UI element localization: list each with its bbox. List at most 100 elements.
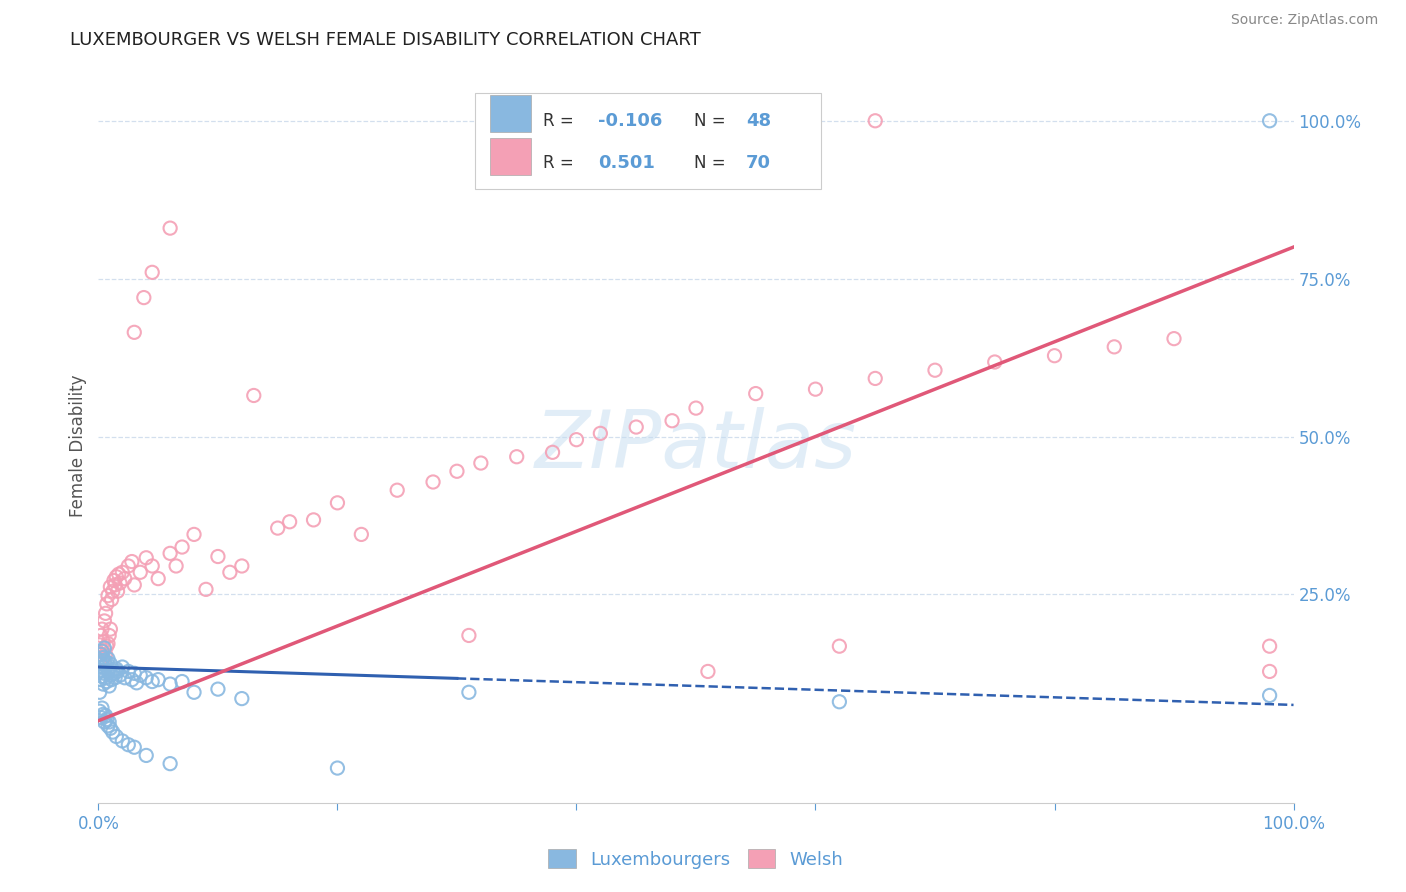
Point xyxy=(89,685,111,699)
Point xyxy=(104,578,127,592)
Point xyxy=(90,673,112,687)
FancyBboxPatch shape xyxy=(491,95,531,132)
Point xyxy=(104,671,127,685)
Point xyxy=(1258,665,1281,679)
Point xyxy=(98,668,122,682)
Point xyxy=(90,657,112,671)
Point xyxy=(96,674,118,689)
Point xyxy=(105,570,128,584)
Point xyxy=(422,475,444,489)
Point xyxy=(141,265,163,279)
Point xyxy=(506,450,529,464)
Point xyxy=(94,648,117,662)
Point xyxy=(207,549,229,564)
Point xyxy=(91,652,114,666)
Point xyxy=(90,628,112,642)
Point xyxy=(207,682,229,697)
Point xyxy=(984,355,1007,369)
Point xyxy=(97,652,120,666)
Point xyxy=(626,420,648,434)
Point xyxy=(93,714,115,729)
Point xyxy=(117,738,139,752)
Text: N =: N = xyxy=(693,154,725,172)
Point xyxy=(93,641,115,656)
Point xyxy=(541,445,564,459)
Point xyxy=(135,671,157,685)
Point xyxy=(89,638,111,652)
Point xyxy=(91,654,114,668)
Point xyxy=(97,665,120,679)
Point xyxy=(96,656,118,670)
Point xyxy=(91,634,114,648)
Point xyxy=(105,662,128,676)
Point xyxy=(458,685,481,699)
Point xyxy=(94,708,117,723)
Point xyxy=(159,677,181,691)
Point xyxy=(121,673,143,687)
Point xyxy=(98,628,121,642)
Text: 0.501: 0.501 xyxy=(598,154,655,172)
FancyBboxPatch shape xyxy=(475,93,821,189)
Point xyxy=(159,756,181,771)
Point xyxy=(90,648,112,662)
Point xyxy=(326,496,349,510)
Point xyxy=(90,710,112,724)
Point xyxy=(159,546,181,560)
Point xyxy=(385,483,409,498)
Point xyxy=(135,748,157,763)
Point xyxy=(172,540,194,554)
Point xyxy=(108,668,131,682)
Point xyxy=(111,660,134,674)
Point xyxy=(111,734,134,748)
Point xyxy=(91,660,114,674)
Point xyxy=(101,584,124,599)
Text: Source: ZipAtlas.com: Source: ZipAtlas.com xyxy=(1230,13,1378,28)
Point xyxy=(1258,689,1281,703)
Point xyxy=(124,666,146,681)
Point xyxy=(103,666,125,681)
Point xyxy=(124,326,146,340)
Point xyxy=(91,669,114,683)
Point xyxy=(108,576,131,591)
Point xyxy=(93,654,115,668)
Point xyxy=(98,622,122,636)
Point xyxy=(148,572,170,586)
Point xyxy=(231,559,253,574)
Point xyxy=(243,388,266,402)
Point xyxy=(94,607,117,621)
Point xyxy=(114,671,136,685)
Point xyxy=(745,386,768,401)
Point xyxy=(90,648,112,662)
Text: N =: N = xyxy=(693,112,725,129)
Point xyxy=(98,657,122,671)
Point xyxy=(165,559,187,574)
Point xyxy=(94,658,117,673)
Legend: Luxembourgers, Welsh: Luxembourgers, Welsh xyxy=(541,842,851,876)
Point xyxy=(183,685,205,699)
Point xyxy=(924,363,946,377)
Point xyxy=(114,572,136,586)
Point xyxy=(148,673,170,687)
Point xyxy=(267,521,290,535)
Point xyxy=(458,628,481,642)
Point xyxy=(804,382,827,396)
Point xyxy=(97,589,120,603)
FancyBboxPatch shape xyxy=(491,137,531,175)
Point xyxy=(828,695,851,709)
Point xyxy=(91,644,114,658)
Text: ZIPatlas: ZIPatlas xyxy=(534,407,858,485)
Point xyxy=(91,707,114,722)
Point xyxy=(350,527,373,541)
Point xyxy=(129,566,152,580)
Point xyxy=(100,592,122,607)
Point xyxy=(91,701,114,715)
Point xyxy=(98,580,122,594)
Point xyxy=(107,567,129,582)
Point xyxy=(98,714,121,729)
Point xyxy=(1258,113,1281,128)
Point xyxy=(96,639,118,653)
Text: 48: 48 xyxy=(747,112,772,129)
Point xyxy=(89,654,111,668)
Point xyxy=(141,674,163,689)
Point xyxy=(96,713,118,727)
